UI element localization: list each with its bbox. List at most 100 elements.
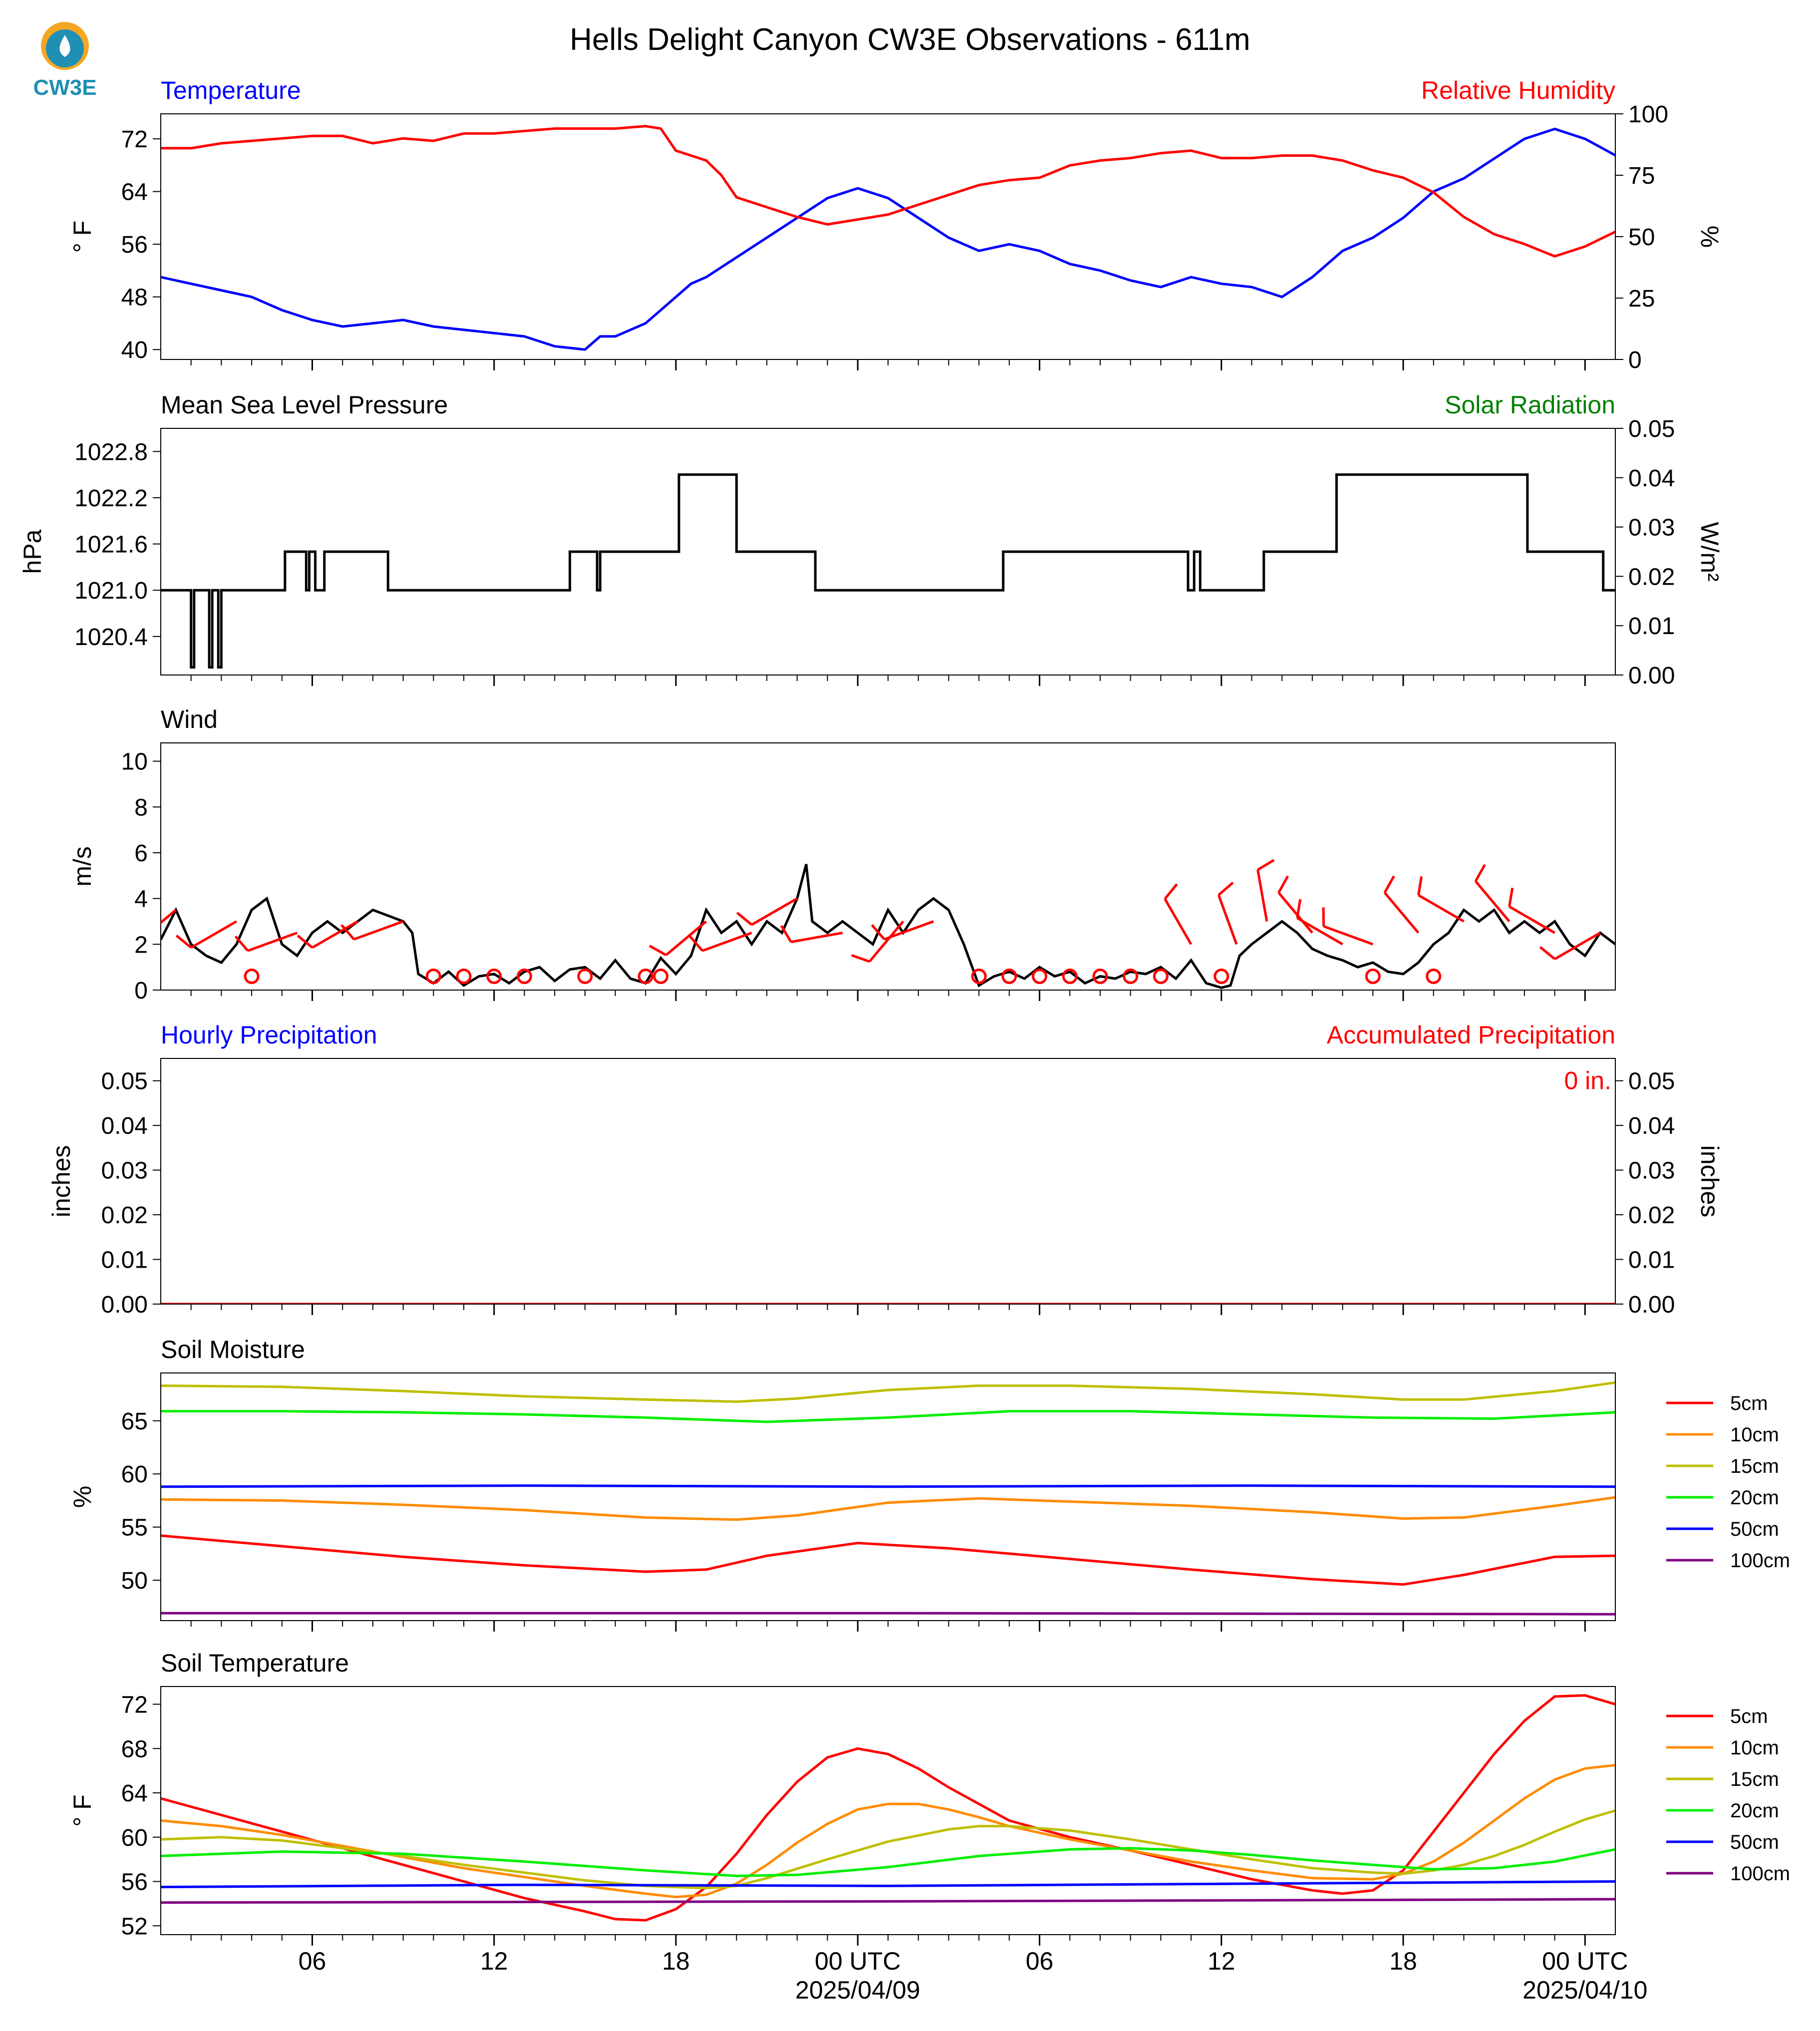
y-tick-label-right: 0.05 xyxy=(1628,1068,1675,1095)
legend-label: 50cm xyxy=(1730,1831,1779,1853)
legend-label: 10cm xyxy=(1730,1737,1779,1759)
y-tick-label-left: 8 xyxy=(134,794,148,821)
wind-barb-flag xyxy=(780,925,792,943)
y-tick-label-left: 0.00 xyxy=(101,1292,148,1318)
y-axis-label-right: W/m² xyxy=(1696,522,1724,581)
x-tick-date-label: 2025/04/09 xyxy=(795,1976,920,2004)
chart-panels: Temperature Relative Humidity4048566472° … xyxy=(18,76,1790,2004)
series-15cm xyxy=(161,1381,1615,1403)
panel-precip: Hourly Precipitation Accumulated Precipit… xyxy=(47,1021,1724,1318)
panel-title-left: Soil Moisture xyxy=(161,1336,305,1363)
series-15cm xyxy=(161,1809,1615,1890)
y-tick-label-right: 0.03 xyxy=(1628,515,1675,541)
y-tick-label-left: 4 xyxy=(134,886,148,913)
y-tick-label-right: 75 xyxy=(1628,163,1655,189)
y-tick-label-left: 56 xyxy=(121,232,148,258)
wind-barb-staff xyxy=(353,920,404,941)
y-tick-label-left: 50 xyxy=(121,1568,148,1594)
wind-barb-staff xyxy=(1383,892,1420,934)
y-tick-label-right: 0 xyxy=(1628,347,1642,373)
calm-wind-marker xyxy=(456,969,472,984)
logo-drop-icon xyxy=(59,35,70,57)
y-tick-label-left: 1020.4 xyxy=(74,624,148,651)
y-tick-label-left: 0 xyxy=(134,978,148,1004)
wind-barb-flag xyxy=(736,912,753,926)
calm-wind-marker xyxy=(1213,969,1229,984)
wind-barb-flag xyxy=(648,945,667,957)
y-tick-label-left: 1022.2 xyxy=(74,485,148,512)
series-temperature xyxy=(161,127,1615,351)
calm-wind-marker xyxy=(1426,969,1442,984)
cw3e-logo: CW3E xyxy=(33,22,97,100)
series-wind-speed xyxy=(161,864,1615,989)
wind-barb-flag xyxy=(1417,876,1423,896)
wind-barb-flag xyxy=(234,935,249,952)
wind-barb-staff xyxy=(751,897,798,926)
calm-wind-marker xyxy=(971,969,987,984)
y-axis-label-left: % xyxy=(68,1486,96,1508)
wind-barb-staff xyxy=(702,932,752,952)
wind-barb-staff xyxy=(311,920,358,949)
calm-wind-marker xyxy=(653,969,669,984)
y-tick-label-right: 0.04 xyxy=(1628,1113,1675,1139)
y-tick-label-left: 2 xyxy=(134,932,148,958)
series-5cm xyxy=(161,1534,1615,1586)
wind-barb-flag xyxy=(851,954,870,963)
legend-soil-moisture: 5cm 10cm 15cm 20cm 50cm 100cm xyxy=(1666,1392,1790,1572)
panel-wind: Wind 0 2 4 6 8 10 m/s xyxy=(68,705,1616,1004)
calm-wind-marker xyxy=(244,969,260,984)
panel-title-left: Temperature xyxy=(161,76,301,104)
wind-barb-flag xyxy=(340,924,355,941)
calm-wind-marker xyxy=(1123,969,1139,984)
legend-label: 100cm xyxy=(1730,1550,1790,1572)
calm-wind-marker xyxy=(577,969,593,984)
wind-barb-staff xyxy=(1296,917,1343,946)
y-tick-label-left: 56 xyxy=(121,1869,148,1896)
wind-barb-staff xyxy=(247,932,298,952)
panel-title-left: Wind xyxy=(161,705,218,733)
series-mslp xyxy=(161,473,1615,669)
y-tick-label-right: 0.04 xyxy=(1628,465,1675,492)
calm-wind-marker xyxy=(486,969,502,984)
y-axis-label-left: hPa xyxy=(18,529,46,574)
panel-title-right: Accumulated Precipitation xyxy=(1327,1021,1615,1049)
legend-label: 15cm xyxy=(1730,1455,1779,1477)
y-tick-label-left: 60 xyxy=(121,1461,148,1488)
y-tick-label-left: 68 xyxy=(121,1736,148,1762)
panel-temp-rh: Temperature Relative Humidity 40 48 56 64 72 ° … xyxy=(68,76,1724,373)
y-tick-label-right: 0.02 xyxy=(1628,564,1675,590)
y-tick-label-left: 10 xyxy=(121,749,148,775)
accumulated-precip-total: 0 in. xyxy=(1564,1067,1611,1095)
x-tick-label: 18 xyxy=(1389,1947,1417,1975)
x-tick-label: 06 xyxy=(299,1947,326,1975)
wind-barb-flag xyxy=(1539,946,1556,960)
y-tick-label-left: 65 xyxy=(121,1408,148,1435)
series-100cm xyxy=(161,1898,1615,1904)
y-tick-label-left: 0.03 xyxy=(101,1158,148,1184)
wind-barb-flag xyxy=(1474,864,1486,882)
panel-title-left: Hourly Precipitation xyxy=(161,1021,377,1049)
wind-barb-flag xyxy=(1277,875,1289,894)
wind-barb-staff xyxy=(190,920,238,949)
wind-barb-flag xyxy=(297,935,313,949)
y-tick-label-right: 0.00 xyxy=(1628,663,1675,689)
legend-label: 10cm xyxy=(1730,1424,1779,1446)
calm-wind-marker xyxy=(1153,969,1169,984)
y-tick-label-left: 40 xyxy=(121,337,148,363)
calm-wind-marker xyxy=(1092,969,1108,984)
y-tick-label-right: 0.00 xyxy=(1628,1292,1675,1318)
y-tick-label-left: 0.05 xyxy=(101,1068,148,1095)
wind-barb-flag xyxy=(175,935,192,949)
chart-title: Hells Delight Canyon CW3E Observations -… xyxy=(570,22,1250,57)
series-10cm xyxy=(161,1496,1615,1521)
panel-soil-temp: Soil Temperature 52 56 60 64 68 72 ° F 5cm 10cm 15… xyxy=(68,1649,1790,1946)
x-tick-label: 00 UTC xyxy=(815,1947,901,1975)
series-20cm xyxy=(161,1410,1615,1423)
calm-wind-marker xyxy=(425,969,441,984)
y-axis-label-left: inches xyxy=(47,1145,75,1218)
y-tick-label-left: 52 xyxy=(121,1913,148,1940)
